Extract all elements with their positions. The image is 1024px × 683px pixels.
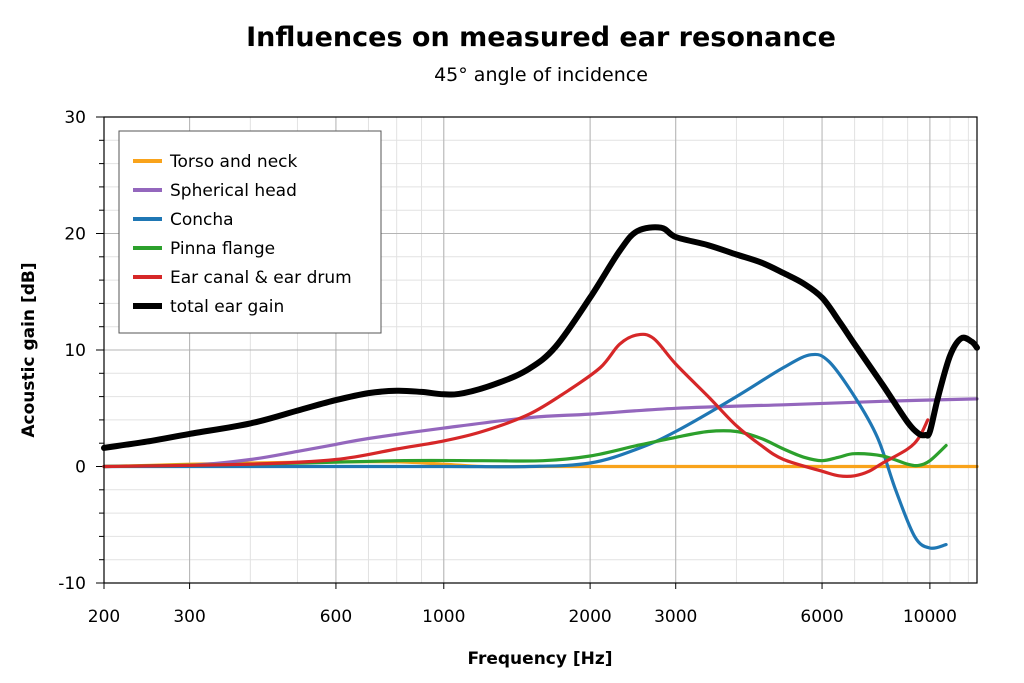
- x-tick-label: 2000: [568, 607, 611, 627]
- legend-label: Ear canal & ear drum: [170, 268, 352, 288]
- x-tick-label: 600: [320, 607, 352, 627]
- x-tick-label: 6000: [800, 607, 843, 627]
- plot-frame: [103, 116, 978, 584]
- series-line-2: [102, 397, 979, 469]
- legend-label: total ear gain: [170, 297, 284, 317]
- series-lines: [101, 224, 980, 550]
- x-tick-label: 10000: [903, 607, 957, 627]
- y-tick-label: -10: [58, 574, 86, 594]
- series-line-6: [101, 224, 980, 451]
- axis-ticks: [96, 116, 931, 589]
- x-tick-label: 300: [173, 607, 205, 627]
- x-tick-label: 1000: [422, 607, 465, 627]
- legend-label: Spherical head: [170, 181, 297, 201]
- series-line-3: [102, 352, 948, 550]
- legend-label: Concha: [170, 210, 234, 230]
- y-tick-label: 0: [75, 458, 86, 478]
- legend-label: Torso and neck: [169, 152, 298, 172]
- legend-box: [118, 130, 382, 334]
- y-tick-label: 10: [64, 341, 86, 361]
- y-tick-label: 30: [64, 108, 86, 128]
- legend: Torso and neck Spherical head Concha Pinna …: [118, 130, 382, 334]
- y-axis-label: Acoustic gain [dB]: [19, 262, 39, 437]
- chart-title: Influences on measured ear resonance: [246, 22, 836, 53]
- series-line-5: [102, 332, 930, 478]
- x-tick-label: 3000: [654, 607, 697, 627]
- x-tick-labels: 200 300 600 1000 2000 3000 6000 10000: [88, 607, 957, 627]
- y-tick-labels: -10 0 10 20 30: [58, 108, 86, 594]
- chart-subtitle: 45° angle of incidence: [434, 64, 648, 86]
- x-axis-label: Frequency [Hz]: [467, 649, 612, 669]
- y-tick-label: 20: [64, 225, 86, 245]
- legend-label: Pinna flange: [170, 239, 275, 259]
- x-tick-label: 200: [88, 607, 120, 627]
